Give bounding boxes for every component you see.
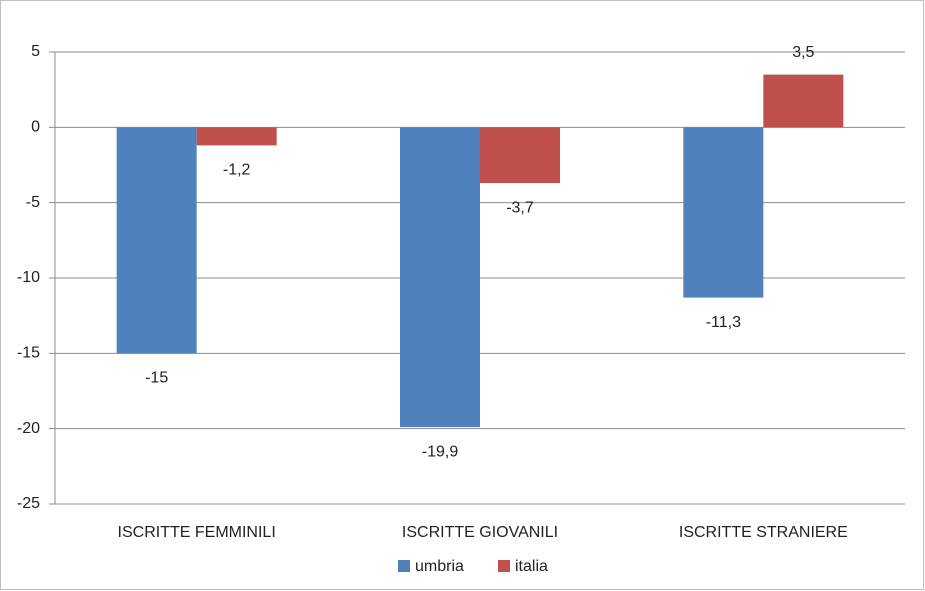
bar xyxy=(116,127,197,354)
legend-label: umbria xyxy=(415,558,464,575)
x-tick-label: ISCRITTE FEMMINILI xyxy=(118,524,276,541)
data-label: -1,2 xyxy=(223,162,251,179)
y-tick-label: -15 xyxy=(17,345,40,362)
y-tick-label: -10 xyxy=(17,269,40,286)
bar xyxy=(196,127,277,146)
data-label: -11,3 xyxy=(706,314,741,331)
data-label: -15 xyxy=(145,370,168,387)
data-label: -19,9 xyxy=(422,443,459,460)
bar xyxy=(480,127,560,184)
y-tick-label: -25 xyxy=(17,495,40,512)
y-tick-label: 0 xyxy=(31,119,40,136)
legend-swatch xyxy=(398,560,410,572)
legend-swatch xyxy=(498,560,510,572)
data-label: 3,5 xyxy=(792,44,814,61)
data-label: -3,7 xyxy=(506,199,534,216)
y-tick-label: -20 xyxy=(17,420,40,437)
y-tick-label: -5 xyxy=(26,194,40,211)
x-tick-label: ISCRITTE STRANIERE xyxy=(679,524,848,541)
bar xyxy=(763,74,844,128)
bar xyxy=(400,127,480,428)
y-tick-label: 5 xyxy=(31,43,40,60)
legend-label: italia xyxy=(515,558,548,575)
x-tick-label: ISCRITTE GIOVANILI xyxy=(402,524,558,541)
bar xyxy=(683,127,764,298)
